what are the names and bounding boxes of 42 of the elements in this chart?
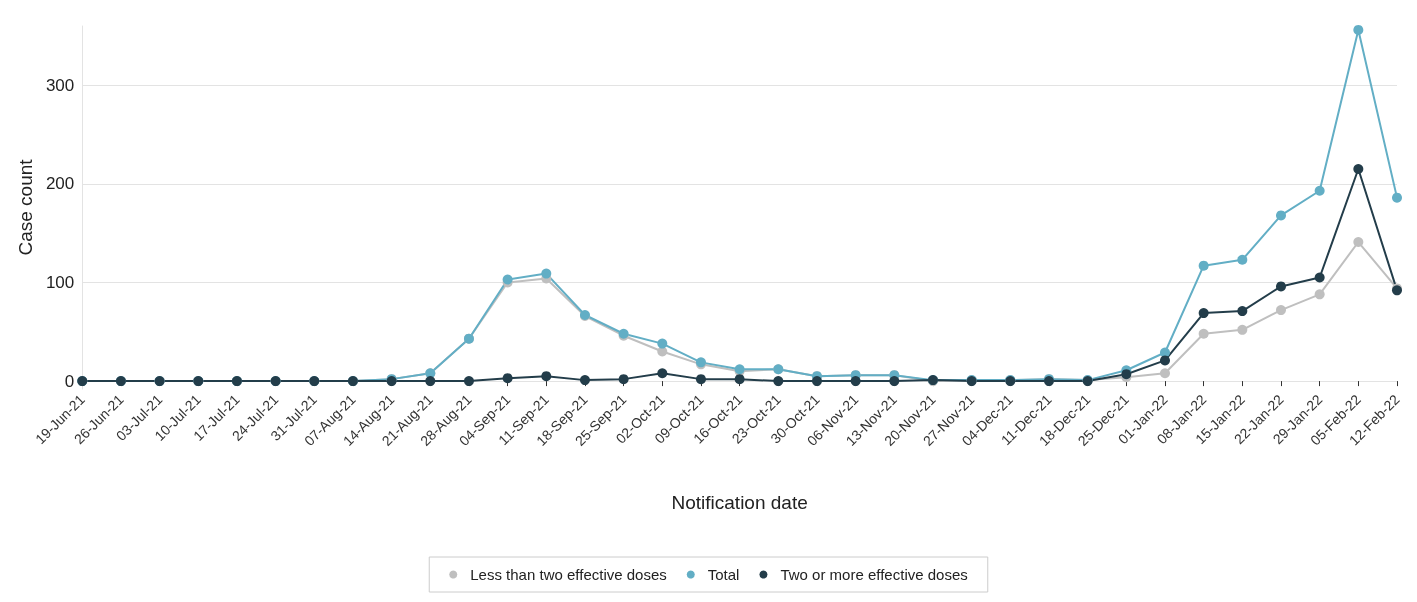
point [889, 376, 900, 387]
y-tick-label: 200 [45, 174, 75, 194]
point [579, 375, 590, 386]
point [1314, 185, 1325, 196]
point [734, 374, 745, 385]
point [1392, 192, 1402, 203]
point [1276, 281, 1286, 292]
point [1237, 324, 1248, 335]
point [657, 368, 668, 379]
point [1353, 237, 1364, 248]
point [463, 376, 474, 387]
y-tick-label: 100 [45, 272, 75, 292]
point [1314, 289, 1325, 300]
point [1198, 328, 1209, 339]
legend-label: Two or more effective doses [780, 566, 968, 583]
y-axis-title: Case count [15, 158, 36, 256]
point [1237, 254, 1248, 265]
point [1160, 355, 1170, 366]
point [425, 376, 436, 387]
x-axis-title: Notification date [671, 492, 808, 513]
point [1276, 305, 1286, 316]
point [1198, 260, 1209, 271]
legend-label: Less than two effective doses [470, 566, 667, 583]
point [502, 373, 513, 384]
point [1314, 272, 1325, 283]
point [657, 338, 668, 349]
y-tick-label: 300 [45, 75, 75, 95]
point [850, 376, 861, 387]
point [1276, 210, 1286, 221]
point [773, 376, 784, 387]
point [1353, 24, 1364, 35]
point [1353, 164, 1364, 175]
point [695, 374, 706, 385]
point [541, 371, 552, 382]
point [1237, 306, 1248, 317]
point [811, 376, 822, 387]
y-tick-label: 0 [64, 371, 75, 391]
point [1160, 368, 1170, 379]
legend-label: Total [707, 566, 740, 583]
point [618, 374, 629, 385]
point [1198, 308, 1209, 319]
point [541, 268, 552, 279]
